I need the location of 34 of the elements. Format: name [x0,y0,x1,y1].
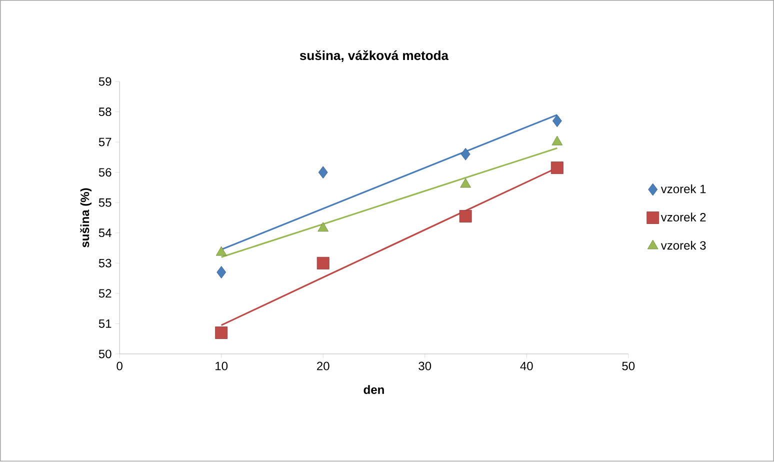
y-tick-label: 50 [98,350,112,358]
point [552,136,563,146]
x-tick-label: 10 [216,362,228,370]
y-tick-label: 53 [98,259,112,268]
y-tick-label: 54 [98,228,112,238]
point [215,326,228,340]
y-tick-label: 52 [98,289,112,298]
legend-label: vzorek 1 [660,184,706,194]
x-tick-label: 50 [622,362,635,370]
point [460,178,471,188]
y-axis-title: sušina (%) [80,188,92,248]
point [550,162,564,174]
point [216,266,226,279]
point [460,148,470,161]
y-tick-label: 55 [98,198,112,208]
chart-title: sušina, vážková metoda [300,50,449,62]
legend-label: vzorek 3 [660,241,706,250]
x-axis-title: den [364,385,384,394]
x-tick-label: 40 [520,362,533,370]
y-tick-label: 58 [98,108,112,116]
point [316,257,330,270]
point [216,246,227,256]
point [552,114,562,128]
x-tick-label: 0 [116,362,122,370]
y-tick-label: 51 [98,320,112,328]
legend-label: vzorek 2 [660,212,706,222]
y-tick-label: 57 [98,138,112,146]
x-tick-label: 20 [317,362,330,370]
y-tick-label: 59 [98,78,112,86]
point [459,210,472,223]
point [318,166,328,179]
y-tick-label: 56 [98,168,112,177]
point [318,222,329,232]
x-tick-label: 30 [418,362,432,370]
